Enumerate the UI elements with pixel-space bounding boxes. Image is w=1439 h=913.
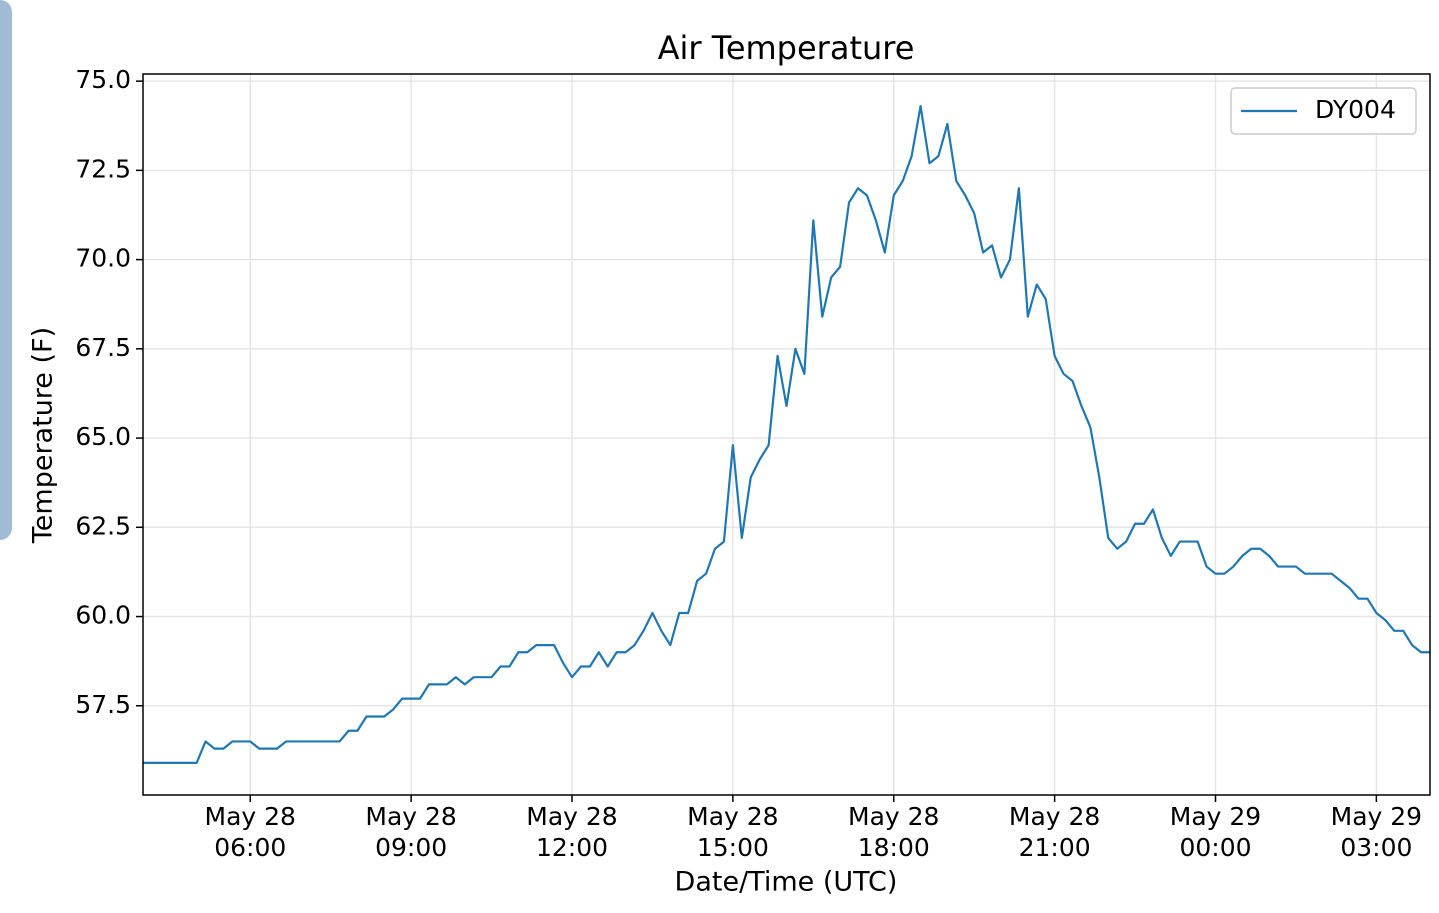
y-tick-label: 65.0 <box>75 422 131 451</box>
x-tick-label: May 29 <box>1331 802 1422 831</box>
x-tick-label: 09:00 <box>375 833 447 862</box>
chart-title: Air Temperature <box>658 29 915 67</box>
x-tick-label: May 28 <box>205 802 296 831</box>
plot-frame <box>142 73 1431 796</box>
x-tick-label: 06:00 <box>214 833 286 862</box>
y-tick-label: 62.5 <box>75 511 131 540</box>
x-tick-label: 03:00 <box>1340 833 1412 862</box>
x-tick-label: May 29 <box>1170 802 1261 831</box>
y-tick-label: 72.5 <box>75 154 131 183</box>
x-tick-label: 12:00 <box>536 833 608 862</box>
x-tick-label: May 28 <box>687 802 778 831</box>
x-tick-label: 18:00 <box>858 833 930 862</box>
legend-label: DY004 <box>1315 95 1396 124</box>
legend: DY004 <box>1230 87 1417 135</box>
y-tick-label: 60.0 <box>75 601 131 630</box>
side-panel <box>0 0 12 540</box>
x-tick-label: May 28 <box>848 802 939 831</box>
y-tick-label: 75.0 <box>75 65 131 94</box>
plot <box>143 105 1430 764</box>
y-tick-label: 70.0 <box>75 244 131 273</box>
legend-box <box>1230 87 1417 135</box>
grid <box>143 74 1430 795</box>
y-tick-label: 57.5 <box>75 690 131 719</box>
data-line <box>143 105 1430 764</box>
x-tick-label: 00:00 <box>1179 833 1251 862</box>
x-tick-label: May 28 <box>365 802 456 831</box>
y-axis-label: Temperature (F) <box>28 327 59 544</box>
x-tick-label: May 28 <box>526 802 617 831</box>
y-tick-label: 67.5 <box>75 333 131 362</box>
x-axis-label: Date/Time (UTC) <box>675 867 898 898</box>
x-tick-label: May 28 <box>1009 802 1100 831</box>
x-tick-label: 15:00 <box>697 833 769 862</box>
x-tick-label: 21:00 <box>1019 833 1091 862</box>
